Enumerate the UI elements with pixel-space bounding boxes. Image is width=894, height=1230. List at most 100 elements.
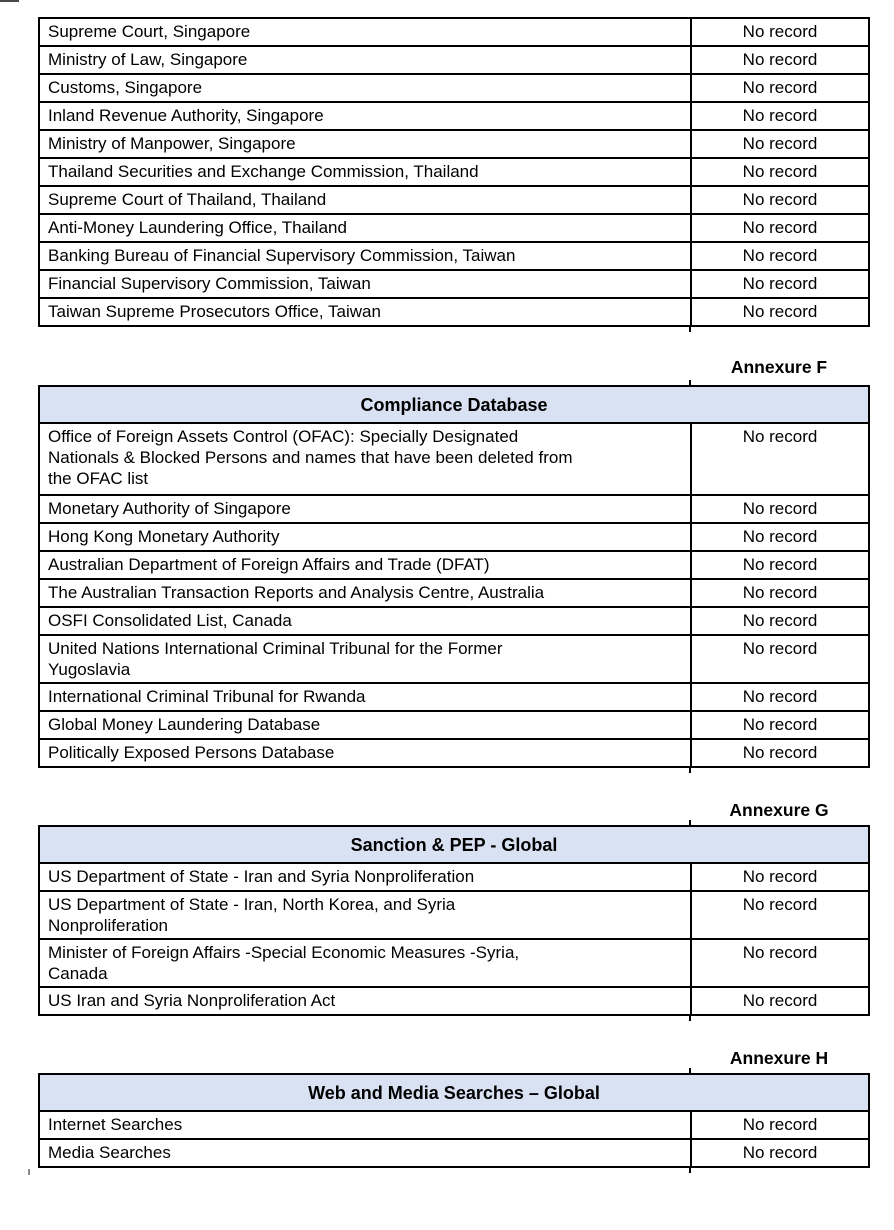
table-row: Anti-Money Laundering Office, Thailand N… [38, 213, 870, 243]
source-cell: Global Money Laundering Database [38, 710, 692, 740]
result-cell: No record [689, 494, 871, 524]
result-cell: No record [690, 45, 870, 75]
table-row: Hong Kong Monetary Authority No record [38, 522, 871, 552]
table-row: Banking Bureau of Financial Supervisory … [38, 241, 870, 271]
source-cell: Taiwan Supreme Prosecutors Office, Taiwa… [38, 297, 692, 327]
result-cell: No record [689, 422, 871, 496]
table-row: Internet Searches No record [38, 1110, 871, 1140]
table-title: Web and Media Searches – Global [37, 1073, 871, 1112]
source-cell: United Nations International Criminal Tr… [38, 634, 692, 684]
source-cell: Supreme Court, Singapore [38, 17, 692, 47]
result-cell: No record [690, 17, 870, 47]
result-cell: No record [689, 738, 871, 768]
result-cell: No record [689, 862, 871, 892]
table-row: OSFI Consolidated List, Canada No record [38, 606, 871, 636]
table-row: Thailand Securities and Exchange Commiss… [38, 157, 870, 187]
annexure-label: Annexure F [730, 357, 828, 377]
result-cell: No record [689, 578, 871, 608]
result-cell: No record [689, 682, 871, 712]
source-cell: International Criminal Tribunal for Rwan… [38, 682, 692, 712]
result-cell: No record [690, 241, 870, 271]
source-cell: Thailand Securities and Exchange Commiss… [38, 157, 692, 187]
table-row: Supreme Court, Singapore No record [38, 17, 870, 47]
source-cell: Inland Revenue Authority, Singapore [38, 101, 692, 131]
table-row: Customs, Singapore No record [38, 73, 870, 103]
result-cell: No record [689, 1138, 871, 1168]
screening-sources-table-continued: Supreme Court, Singapore No record Minis… [38, 17, 870, 332]
table-row: The Australian Transaction Reports and A… [38, 578, 871, 608]
table-row: Monetary Authority of Singapore No recor… [38, 494, 871, 524]
table-row: Ministry of Law, Singapore No record [38, 45, 870, 75]
table-row: Inland Revenue Authority, Singapore No r… [38, 101, 870, 131]
annexure-label: Annexure G [729, 800, 829, 820]
annexure-h-row: Annexure H [38, 1048, 868, 1068]
result-cell: No record [689, 550, 871, 580]
annexure-f-row: Annexure F [38, 357, 868, 377]
result-cell: No record [690, 185, 870, 215]
table-row: Politically Exposed Persons Database No … [38, 738, 871, 768]
result-cell: No record [690, 269, 870, 299]
source-cell: The Australian Transaction Reports and A… [38, 578, 692, 608]
result-cell: No record [689, 634, 871, 684]
table-row: Financial Supervisory Commission, Taiwan… [38, 269, 870, 299]
source-cell: Minister of Foreign Affairs -Special Eco… [38, 938, 692, 988]
table-gridline-spur [689, 820, 691, 825]
source-cell: Office of Foreign Assets Control (OFAC):… [38, 422, 692, 496]
sources-table: Web and Media Searches – Global Internet… [37, 1073, 871, 1168]
table-row: Global Money Laundering Database No reco… [38, 710, 871, 740]
sources-table: Supreme Court, Singapore No record Minis… [38, 17, 870, 327]
table-gridline-spur [689, 768, 691, 773]
source-cell: Banking Bureau of Financial Supervisory … [38, 241, 692, 271]
source-cell: US Department of State - Iran and Syria … [38, 862, 692, 892]
result-cell: No record [690, 157, 870, 187]
source-cell: US Department of State - Iran, North Kor… [38, 890, 692, 940]
table-row: Australian Department of Foreign Affairs… [38, 550, 871, 580]
source-cell: Customs, Singapore [38, 73, 692, 103]
table-row: US Iran and Syria Nonproliferation Act N… [38, 986, 871, 1016]
table-gridline-spur [689, 327, 691, 332]
source-cell: Monetary Authority of Singapore [38, 494, 692, 524]
table-row: International Criminal Tribunal for Rwan… [38, 682, 871, 712]
source-cell: Media Searches [38, 1138, 692, 1168]
table-header-row: Sanction & PEP - Global [37, 825, 871, 864]
result-cell: No record [689, 522, 871, 552]
source-cell: Politically Exposed Persons Database [38, 738, 692, 768]
result-cell: No record [690, 101, 870, 131]
table-row: United Nations International Criminal Tr… [38, 634, 871, 684]
table-row: Taiwan Supreme Prosecutors Office, Taiwa… [38, 297, 870, 327]
result-cell: No record [689, 890, 871, 940]
result-cell: No record [689, 710, 871, 740]
table-row: Media Searches No record [38, 1138, 871, 1168]
annexure-label: Annexure H [729, 1048, 829, 1068]
source-cell: Financial Supervisory Commission, Taiwan [38, 269, 692, 299]
table-row: Supreme Court of Thailand, Thailand No r… [38, 185, 870, 215]
sources-table: Compliance Database Office of Foreign As… [37, 385, 871, 768]
table-header-row: Compliance Database [37, 385, 871, 424]
result-cell: No record [690, 129, 870, 159]
table-row: Office of Foreign Assets Control (OFAC):… [38, 422, 871, 496]
result-cell: No record [690, 73, 870, 103]
table-header-row: Web and Media Searches – Global [37, 1073, 871, 1112]
result-cell: No record [689, 938, 871, 988]
source-cell: US Iran and Syria Nonproliferation Act [38, 986, 692, 1016]
table-title: Compliance Database [37, 385, 871, 424]
table-title: Sanction & PEP - Global [37, 825, 871, 864]
result-cell: No record [690, 297, 870, 327]
table-gridline-spur [28, 1169, 30, 1175]
source-cell: Ministry of Manpower, Singapore [38, 129, 692, 159]
source-cell: Ministry of Law, Singapore [38, 45, 692, 75]
result-cell: No record [690, 213, 870, 243]
source-cell: Australian Department of Foreign Affairs… [38, 550, 692, 580]
table-gridline-spur [689, 380, 691, 385]
source-cell: Supreme Court of Thailand, Thailand [38, 185, 692, 215]
sanction-pep-global-table: Sanction & PEP - Global US Department of… [37, 820, 871, 1021]
source-cell: Anti-Money Laundering Office, Thailand [38, 213, 692, 243]
table-row: US Department of State - Iran and Syria … [38, 862, 871, 892]
compliance-database-table: Compliance Database Office of Foreign As… [37, 380, 871, 773]
table-gridline-spur [689, 1068, 691, 1073]
table-row: US Department of State - Iran, North Kor… [38, 890, 871, 940]
result-cell: No record [689, 606, 871, 636]
source-cell: OSFI Consolidated List, Canada [38, 606, 692, 636]
table-gridline-spur [689, 1168, 691, 1173]
